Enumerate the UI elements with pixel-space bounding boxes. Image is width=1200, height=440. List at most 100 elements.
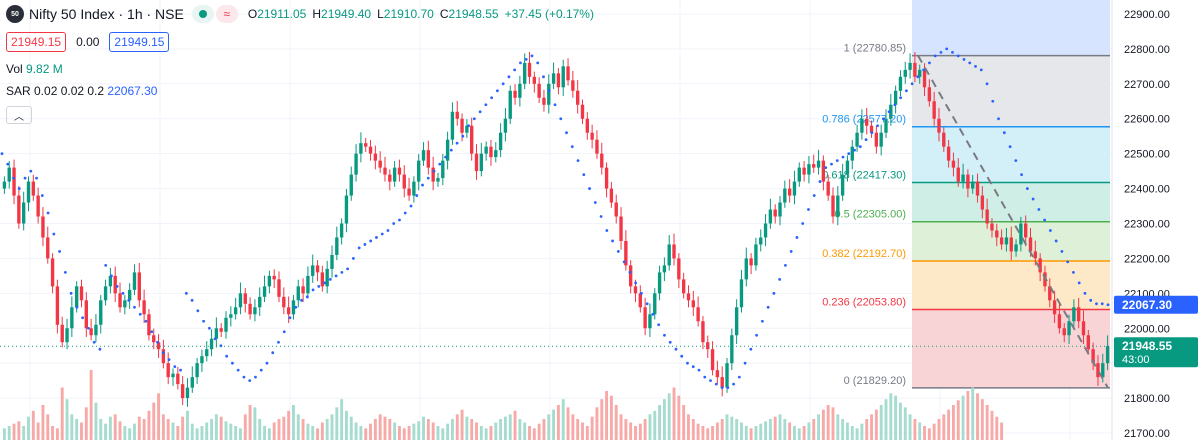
candle-body [773,209,777,217]
candle-body [441,160,445,179]
volume-bar [282,416,286,440]
sar-dot [691,365,695,369]
y-tick-label: 22700.00 [1124,79,1170,91]
volume-bar [258,419,262,440]
volume-bar [870,414,873,440]
volume-bar [354,422,358,440]
candle-body [445,139,450,161]
sar-dot [507,75,511,79]
chevron-up-icon[interactable]: ︿ [6,106,32,124]
volume-bar [696,423,700,440]
volume-bar [243,414,247,440]
sar-legend[interactable]: SAR 0.02 0.02 0.2 22067.30 [6,84,158,98]
volume-bar [31,410,35,440]
volume-bar [971,387,975,440]
volume-bar [523,422,527,440]
volume-bar [715,422,719,440]
volume-bar [595,407,599,440]
volume-bar [566,407,570,440]
volume-bar [2,428,6,440]
candle-body [619,216,623,241]
sar-dot [167,358,171,362]
open-value: O21911.05 [247,7,307,21]
volume-legend[interactable]: Vol 9.82 M [6,62,63,76]
sar-dot [1031,197,1035,201]
sar-dot [248,379,252,383]
candle-body [696,307,700,322]
sar-dot [945,47,949,51]
sar-dot [184,291,188,295]
volume-bar [923,426,926,440]
sar-dot [807,208,810,211]
candle-body [1009,237,1013,252]
sar-dot [547,89,551,93]
candle-body [903,69,907,77]
sar-dot [386,229,390,232]
sar-dot [300,298,303,302]
sar-dot [755,333,759,337]
candle-body [354,153,358,175]
candle-body [980,195,985,210]
volume-bar [108,416,112,440]
candle-body [816,160,821,168]
volume-bar [142,419,146,440]
wave-icon[interactable]: ≈ [215,5,238,23]
sar-dot [467,124,470,128]
volume-bar [195,428,199,440]
sar-dot [582,173,586,177]
candle-body [730,335,734,364]
sar-dot [605,229,609,232]
volume-bar [316,428,319,440]
volume-bar [532,428,536,440]
sar-dot [622,260,626,264]
sar-dot [933,54,937,58]
candle-body [26,181,31,203]
volume-bar [36,422,40,440]
sar-dot [63,270,67,274]
candle-body [744,258,748,280]
candle-body [942,132,946,147]
candle-body [65,328,69,343]
candle-body [884,118,888,133]
sar-dot [449,148,453,152]
sar-dot [1095,302,1098,306]
close-value: C21948.55 [439,7,499,21]
sar-dot [611,239,615,243]
market-status-button[interactable] [191,5,214,23]
volume-bar [104,423,108,440]
volume-bar [412,423,416,440]
sar-dot [651,312,655,316]
candle-body [1086,335,1091,350]
volume-bar [802,426,806,440]
buy-button[interactable]: 21949.15 [109,32,170,52]
sell-button[interactable]: 21949.15 [6,32,67,52]
sar-dot [599,215,603,218]
sar-dot [893,103,897,107]
candle-body [845,160,850,175]
candle-body [498,132,503,151]
volume-bar [436,426,440,440]
candle-body [55,286,60,325]
candle-body [2,181,7,189]
volume-bar [749,428,753,440]
candle-body [224,317,228,332]
candle-body [551,73,556,84]
sar-dot [720,386,724,390]
volume-bar [850,426,854,440]
sar-dot [818,180,822,183]
candle-body [339,223,344,238]
y-tick-label: 22000.00 [1124,323,1170,335]
volume-bar [619,414,623,440]
candle-body [812,164,816,168]
sar-dot [52,232,56,236]
sar-dot [207,326,211,330]
sar-dot [127,298,131,302]
volume-bar [12,423,16,440]
candle-body [123,300,127,308]
volume-bar [393,422,397,440]
candle-body [296,286,300,301]
volume-bar [253,407,257,440]
symbol-title[interactable]: Nifty 50 Index · 1h · NSE [29,6,184,22]
volume-bar [537,423,541,440]
